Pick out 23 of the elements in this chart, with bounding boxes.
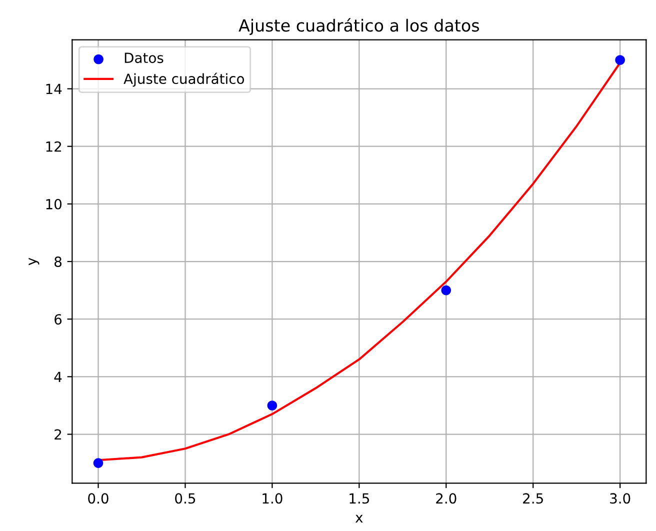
x-axis-title: x [355,514,363,522]
legend-label: Ajuste cuadrático [124,72,244,87]
y-tick-label: 12 [46,141,62,152]
x-tick-label: 0.5 [175,493,196,504]
legend-label: Datos [124,52,164,64]
y-tick-label: 2 [54,429,62,440]
x-tick-label: 2.0 [436,493,456,504]
point [615,55,625,65]
y-tick-label: 14 [46,84,62,94]
y-axis-title: y [28,258,40,266]
y-tick-label: 8 [54,256,62,267]
x-tick-label: 2.5 [523,493,543,504]
point [267,400,278,410]
x-tick-label: 0.0 [88,493,108,504]
x-tick-label: 1.0 [262,493,282,504]
point [441,285,452,296]
y-tick-label: 6 [54,314,62,325]
chart-title: Ajuste cuadrático a los datos [238,18,479,35]
x-tick-label: 1.5 [350,493,369,504]
point [93,458,104,468]
y-tick-label: 10 [46,198,62,210]
y-tick-label: 4 [54,372,62,382]
x-tick-label: 3.0 [610,493,630,504]
